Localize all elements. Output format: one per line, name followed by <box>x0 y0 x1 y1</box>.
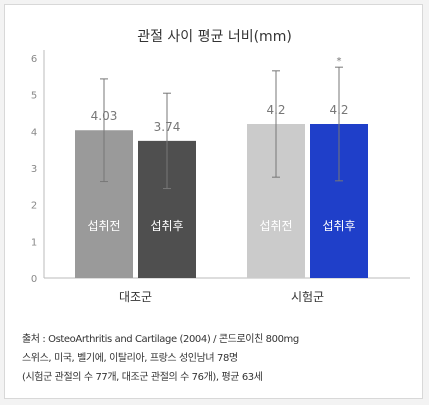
bar-series-label: 섭취전 <box>87 219 120 233</box>
bar-series-label: 섭취후 <box>322 219 355 233</box>
y-tick-label: 2 <box>31 201 37 212</box>
value-label: 4.2 <box>266 103 285 117</box>
y-tick-label: 5 <box>31 91 37 102</box>
significance-marker: * <box>337 56 342 67</box>
bar-series-label: 섭취전 <box>259 219 292 233</box>
chart-title: 관절 사이 평균 너비(mm) <box>137 29 292 45</box>
source-note: 출처 : OsteoArthritis and Cartilage (2004)… <box>22 330 299 387</box>
source-line-3: (시험군 관절의 수 77개, 대조군 관절의 수 76개), 평균 63세 <box>22 372 263 383</box>
source-line-2: 스위스, 미국, 벨기에, 이탈리아, 프랑스 성인남녀 78명 <box>22 353 238 364</box>
y-tick-label: 1 <box>31 237 37 248</box>
y-tick-label: 6 <box>31 54 37 65</box>
y-tick-label: 4 <box>31 127 37 138</box>
y-tick-label: 0 <box>31 274 37 285</box>
x-category-label: 시험군 <box>291 290 324 304</box>
value-label: 3.74 <box>154 120 181 134</box>
value-label: 4.03 <box>91 109 118 123</box>
bar-series-label: 섭취후 <box>150 219 183 233</box>
value-label: 4.2 <box>329 103 348 117</box>
y-tick-label: 3 <box>31 164 37 175</box>
source-line-1: 출처 : OsteoArthritis and Cartilage (2004)… <box>22 334 299 345</box>
x-category-label: 대조군 <box>119 290 152 304</box>
